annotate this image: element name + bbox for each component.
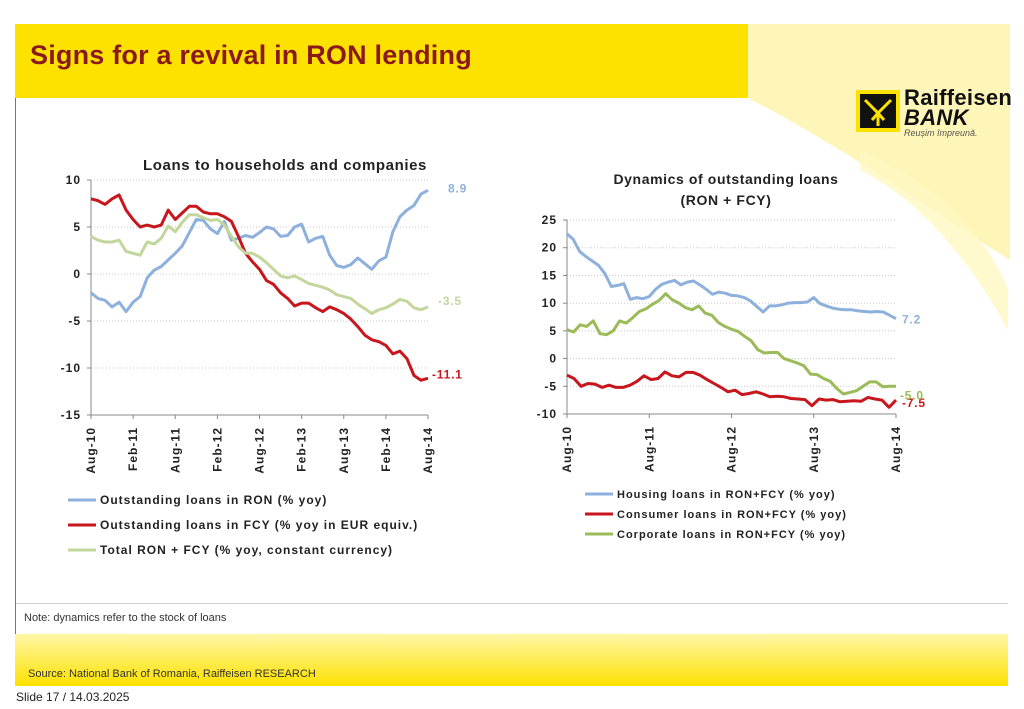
c1-x-tick-label: Feb-12 (210, 427, 224, 472)
slide-footer: Slide 17 / 14.03.2025 (16, 690, 130, 704)
c2-x-tick-label: Aug-12 (725, 426, 739, 473)
c2-y-tick-label: 25 (542, 213, 557, 227)
c2-end-label-2: -5.0 (900, 388, 924, 402)
c2-y-tick-label: 15 (542, 268, 557, 282)
c1-title: Loans to households and companies (143, 157, 427, 174)
c1-x-tick-label: Feb-14 (379, 427, 393, 472)
c1-end-label-1: -11.1 (432, 367, 463, 381)
source-text: Source: National Bank of Romania, Raiffe… (28, 668, 316, 680)
c1-x-tick-label: Aug-11 (168, 427, 182, 473)
c1-x-tick-label: Feb-13 (295, 427, 309, 472)
c2-y-tick-label: 0 (549, 352, 557, 366)
title-band (15, 24, 748, 98)
page-title: Signs for a revival in RON lending (30, 40, 472, 70)
c1-series-line-2 (90, 213, 429, 315)
c2-y-tick-label: -10 (537, 407, 557, 421)
c1-end-label-2: -3.5 (438, 294, 462, 308)
c2-end-label-0: 7.2 (902, 313, 921, 327)
c1-x-tick-label: Aug-12 (253, 427, 267, 474)
c2-series-line-2 (566, 292, 896, 396)
c1-y-tick-label: -10 (61, 361, 81, 375)
bottom-band (15, 634, 1008, 686)
logo-brand-line-2: BANK (904, 105, 969, 130)
c2-series-line-0 (566, 232, 897, 321)
c2-x-tick-label: Aug-11 (642, 426, 656, 472)
c1-y-tick-label: -5 (68, 314, 81, 328)
c2-y-tick-label: 5 (549, 324, 557, 338)
c1-y-tick-label: 10 (66, 173, 81, 187)
c1-x-tick-label: Aug-13 (337, 427, 351, 474)
chart-dynamics-outstanding-loans: Dynamics of outstanding loans (RON + FCY)… (537, 171, 926, 541)
c2-legend-label-2: Corporate loans in RON+FCY (% yoy) (617, 529, 846, 541)
c2-y-tick-label: 20 (542, 241, 557, 255)
c2-end-label-1: -7.5 (902, 396, 926, 410)
chart-note: Note: dynamics refer to the stock of loa… (24, 612, 227, 624)
logo-tagline: Reușim împreună. (904, 128, 978, 138)
raiffeisen-logo-icon (856, 90, 900, 132)
c1-y-tick-label: 0 (73, 267, 81, 281)
c1-series-line-1 (90, 193, 429, 382)
c1-x-tick-label: Feb-11 (126, 427, 140, 471)
c2-series-line-1 (566, 370, 898, 409)
c2-x-tick-label: Aug-14 (889, 426, 903, 473)
c2-y-tick-label: 10 (542, 296, 557, 310)
c1-legend-label-1: Outstanding loans in FCY (% yoy in EUR e… (100, 518, 418, 532)
logo-brand-line-1: Raiffeisen (904, 85, 1013, 110)
c2-legend-label-1: Consumer loans in RON+FCY (% yoy) (617, 509, 847, 521)
c2-y-tick-label: -5 (544, 379, 557, 393)
c1-y-tick-label: 5 (73, 220, 81, 234)
c1-x-tick-label: Aug-14 (421, 427, 435, 474)
logo-wordmark: Raiffeisen BANK (904, 85, 1013, 130)
c1-x-tick-label: Aug-10 (84, 427, 98, 474)
c1-legend-label-2: Total RON + FCY (% yoy, constant currenc… (100, 543, 393, 557)
note-divider (16, 603, 1008, 604)
c2-x-tick-label: Aug-13 (807, 426, 821, 473)
c1-end-label-0: 8.9 (448, 181, 467, 195)
c2-legend-label-0: Housing loans in RON+FCY (% yoy) (617, 489, 836, 501)
c1-y-tick-label: -15 (61, 408, 81, 422)
frame-border-left (15, 98, 16, 686)
c2-x-tick-label: Aug-10 (560, 426, 574, 473)
chart-loans-households-companies: Loans to households and companies 10 5 0 -5 -… (61, 157, 467, 557)
c1-series-line-0 (90, 188, 429, 314)
c1-legend-label-0: Outstanding loans in RON (% yoy) (100, 493, 327, 507)
c2-title-line: (RON + FCY) (681, 192, 772, 208)
c2-title-line: Dynamics of outstanding loans (613, 171, 838, 187)
